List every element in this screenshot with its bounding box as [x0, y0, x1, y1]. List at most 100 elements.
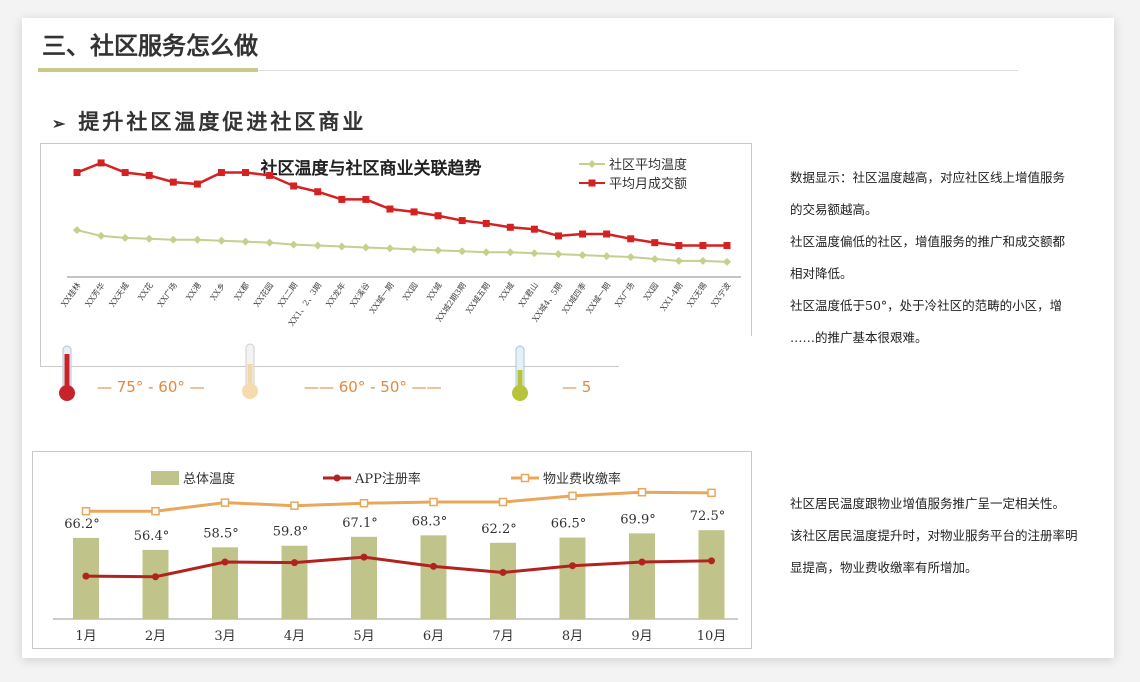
data-point [602, 252, 611, 261]
x-tick-label: XX花 [136, 280, 155, 302]
legend-marker [520, 473, 530, 483]
thermometer-warm-icon [242, 343, 258, 399]
x-tick-label: XX无锡 [685, 281, 708, 309]
data-point [220, 498, 230, 507]
subtitle-text: 提升社区温度促进社区商业 [78, 109, 367, 134]
data-point [458, 247, 467, 256]
legend-label: 社区平均温度 [609, 157, 687, 173]
x-tick-label: XX1-4期 [659, 281, 685, 313]
data-point [569, 562, 576, 570]
x-tick-label: XX花园 [251, 280, 275, 308]
legend-marker [151, 471, 179, 485]
data-point [434, 212, 442, 220]
data-point [338, 195, 346, 203]
x-tick-label: XX溪谷 [348, 280, 372, 308]
thermometer-cool-icon [512, 345, 528, 401]
data-point [530, 225, 538, 233]
data-point [145, 171, 153, 179]
legend-label: APP注册率 [354, 471, 421, 487]
data-point [73, 169, 81, 177]
data-point [221, 558, 229, 566]
temperature-band-mid: —— 60° - 50° —— [304, 378, 442, 396]
data-point [169, 235, 178, 244]
data-point [429, 497, 438, 507]
x-tick-label: 6月 [423, 629, 444, 644]
bar-value-label: 72.5° [690, 509, 725, 524]
data-point [121, 233, 130, 242]
data-point [193, 180, 201, 188]
data-point [498, 497, 508, 507]
x-tick-label: XX城 [425, 281, 443, 302]
x-tick-label: XX城 [497, 281, 515, 302]
x-tick-label: 4月 [284, 629, 305, 644]
temperature-band-high: — 75° - 60° — [97, 378, 205, 396]
x-tick-label: XX园 [401, 281, 419, 302]
series-line-1 [76, 161, 727, 247]
data-point [97, 159, 105, 167]
data-point [698, 256, 707, 265]
note-line: 该社区居民温度提升时，对物业服务平台的注册率明 [790, 528, 1078, 543]
data-point [290, 182, 298, 190]
data-point [637, 487, 647, 497]
data-point [410, 245, 419, 254]
note-line: ……的推广基本很艰难。 [790, 330, 928, 345]
x-tick-label: XX城一期 [585, 281, 613, 315]
data-point [152, 573, 159, 581]
legend-marker [588, 160, 596, 168]
note-line: 相对降低。 [790, 266, 853, 281]
data-point [723, 242, 731, 250]
data-point [362, 195, 370, 203]
x-tick-label: XX都 [233, 281, 251, 302]
data-point [699, 242, 707, 250]
x-tick-label: XX宁波 [709, 280, 733, 308]
bar-value-label: 66.5° [551, 517, 586, 532]
data-point [568, 491, 577, 501]
data-point [674, 256, 683, 265]
x-tick-label: 9月 [631, 629, 652, 644]
x-tick-label: 2月 [145, 629, 166, 644]
monthly-chart-panel: 66.2° 56.4° 58.5° 59.8° 67.1° 68.3° 62.2° 66.5°… [32, 451, 752, 649]
x-tick-label: 5月 [353, 629, 374, 644]
bar [420, 535, 447, 619]
x-tick-label: XX天城 [108, 281, 131, 309]
bar [351, 536, 377, 619]
bar-value-label: 67.1° [342, 516, 377, 531]
x-tick-label: XX芳华 [83, 280, 107, 308]
data-point [707, 488, 716, 498]
data-point [675, 242, 683, 250]
bar [142, 549, 169, 619]
bar-value-label: 66.2° [64, 517, 99, 532]
bar [212, 547, 238, 619]
bar [281, 545, 308, 619]
x-tick-label: 3月 [214, 629, 235, 644]
data-point [626, 253, 635, 262]
section-subtitle: ➢ 提升社区温度促进社区商业 [52, 106, 366, 136]
data-point [506, 223, 514, 231]
trend-chart-panel: 社区温度与社区商业关联趋势 XX桂林 XX芳华 XX天城 XX花 XX广场 XX港 XX乡 XX… [40, 143, 752, 367]
chart-title: 社区温度与社区商业关联趋势 [260, 158, 482, 179]
bar [629, 533, 655, 619]
data-point [651, 239, 659, 247]
x-tick-label: XX二期 [276, 281, 299, 309]
data-point [359, 498, 369, 508]
data-point [530, 249, 539, 258]
blank-patch [619, 336, 789, 422]
legend-label: 总体温度 [183, 471, 235, 487]
legend-label: 平均月成交额 [609, 176, 687, 192]
data-point [360, 553, 368, 561]
series-line-0 [76, 229, 728, 263]
x-tick-label: XX桂林 [59, 280, 83, 308]
bar-value-label: 56.4° [134, 529, 169, 544]
x-tick-label: XX乡 [209, 281, 227, 302]
x-tick-label: XX龙年 [324, 280, 348, 308]
thermometer-hot-icon [59, 345, 75, 401]
data-point [265, 238, 274, 247]
data-point [217, 236, 226, 245]
bar-value-label: 69.9° [620, 512, 655, 527]
legend-label: 物业费收缴率 [543, 471, 621, 487]
data-point [578, 251, 587, 260]
data-point [217, 169, 225, 177]
data-point [313, 241, 322, 250]
bar [698, 530, 725, 619]
